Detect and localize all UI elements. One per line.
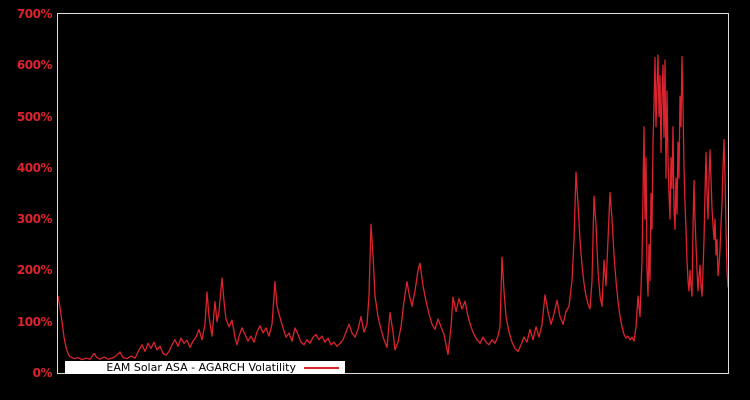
y-axis-tick-label: 0% <box>32 366 53 380</box>
y-axis-tick-label: 200% <box>16 263 53 278</box>
volatility-line-series <box>58 54 728 361</box>
y-axis-tick-label: 100% <box>16 314 53 329</box>
y-axis-tick-label: 600% <box>16 58 53 73</box>
y-axis-tick-label: 700% <box>16 7 53 21</box>
plot-canvas <box>58 54 728 361</box>
y-axis-tick-label: 500% <box>16 109 53 124</box>
y-axis-tick-label: 400% <box>16 160 53 175</box>
legend-line-swatch-icon <box>304 366 339 369</box>
legend-label: EAM Solar ASA - AGARCH Volatility <box>106 361 296 374</box>
y-axis-tick-label: 300% <box>16 212 53 227</box>
plot-area <box>57 13 729 374</box>
legend-box: EAM Solar ASA - AGARCH Volatility <box>65 361 345 374</box>
